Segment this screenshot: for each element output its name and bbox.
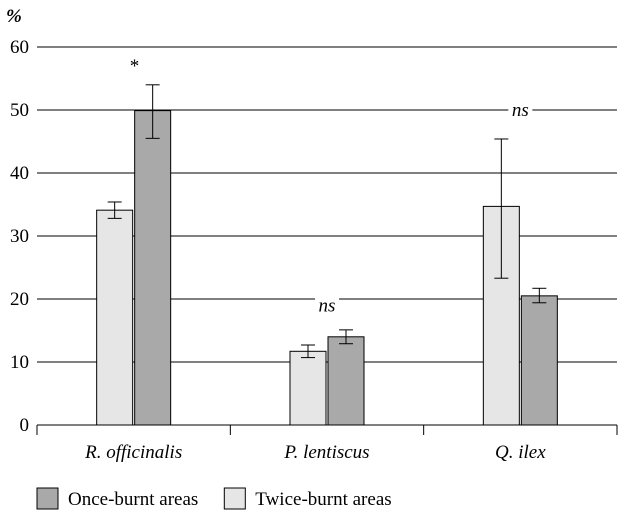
bar: [134, 110, 172, 426]
y-tick-label: 60: [10, 37, 29, 58]
gridlines: [37, 46, 617, 363]
y-tick-label: 20: [10, 289, 29, 310]
significance-annotation: ns: [512, 100, 529, 121]
bar: [289, 350, 327, 426]
legend-label: Twice-burnt areas: [255, 489, 391, 510]
bars: * ns ns: [96, 55, 558, 426]
x-tick-label: Q. ilex: [495, 442, 546, 463]
bar: [96, 209, 134, 426]
significance-annotation: *: [129, 56, 139, 77]
axes: 0 10 20 30 40 50 60 R. officinalis P. lentiscus Q…: [10, 37, 618, 463]
bar: [327, 336, 365, 426]
significance-annotation: ns: [319, 295, 336, 316]
legend-label: Once-burnt areas: [68, 489, 198, 510]
y-tick-label: 40: [10, 163, 29, 184]
annotation-background: [508, 100, 533, 120]
y-tick-label: 50: [10, 100, 29, 121]
legend-swatch: [36, 487, 59, 510]
y-tick-label: 10: [10, 352, 29, 373]
y-tick-label: 0: [20, 415, 30, 436]
legend: Once-burnt areas Twice-burnt areas: [36, 487, 392, 510]
x-tick-label: P. lentiscus: [283, 442, 369, 463]
bar: [520, 295, 558, 426]
y-axis-unit-label: %: [6, 6, 22, 27]
legend-swatch: [223, 487, 246, 510]
annotation-background: [315, 295, 339, 316]
annotation-background: [126, 55, 142, 76]
y-tick-label: 30: [10, 226, 29, 247]
x-tick-label: R. officinalis: [84, 442, 182, 463]
